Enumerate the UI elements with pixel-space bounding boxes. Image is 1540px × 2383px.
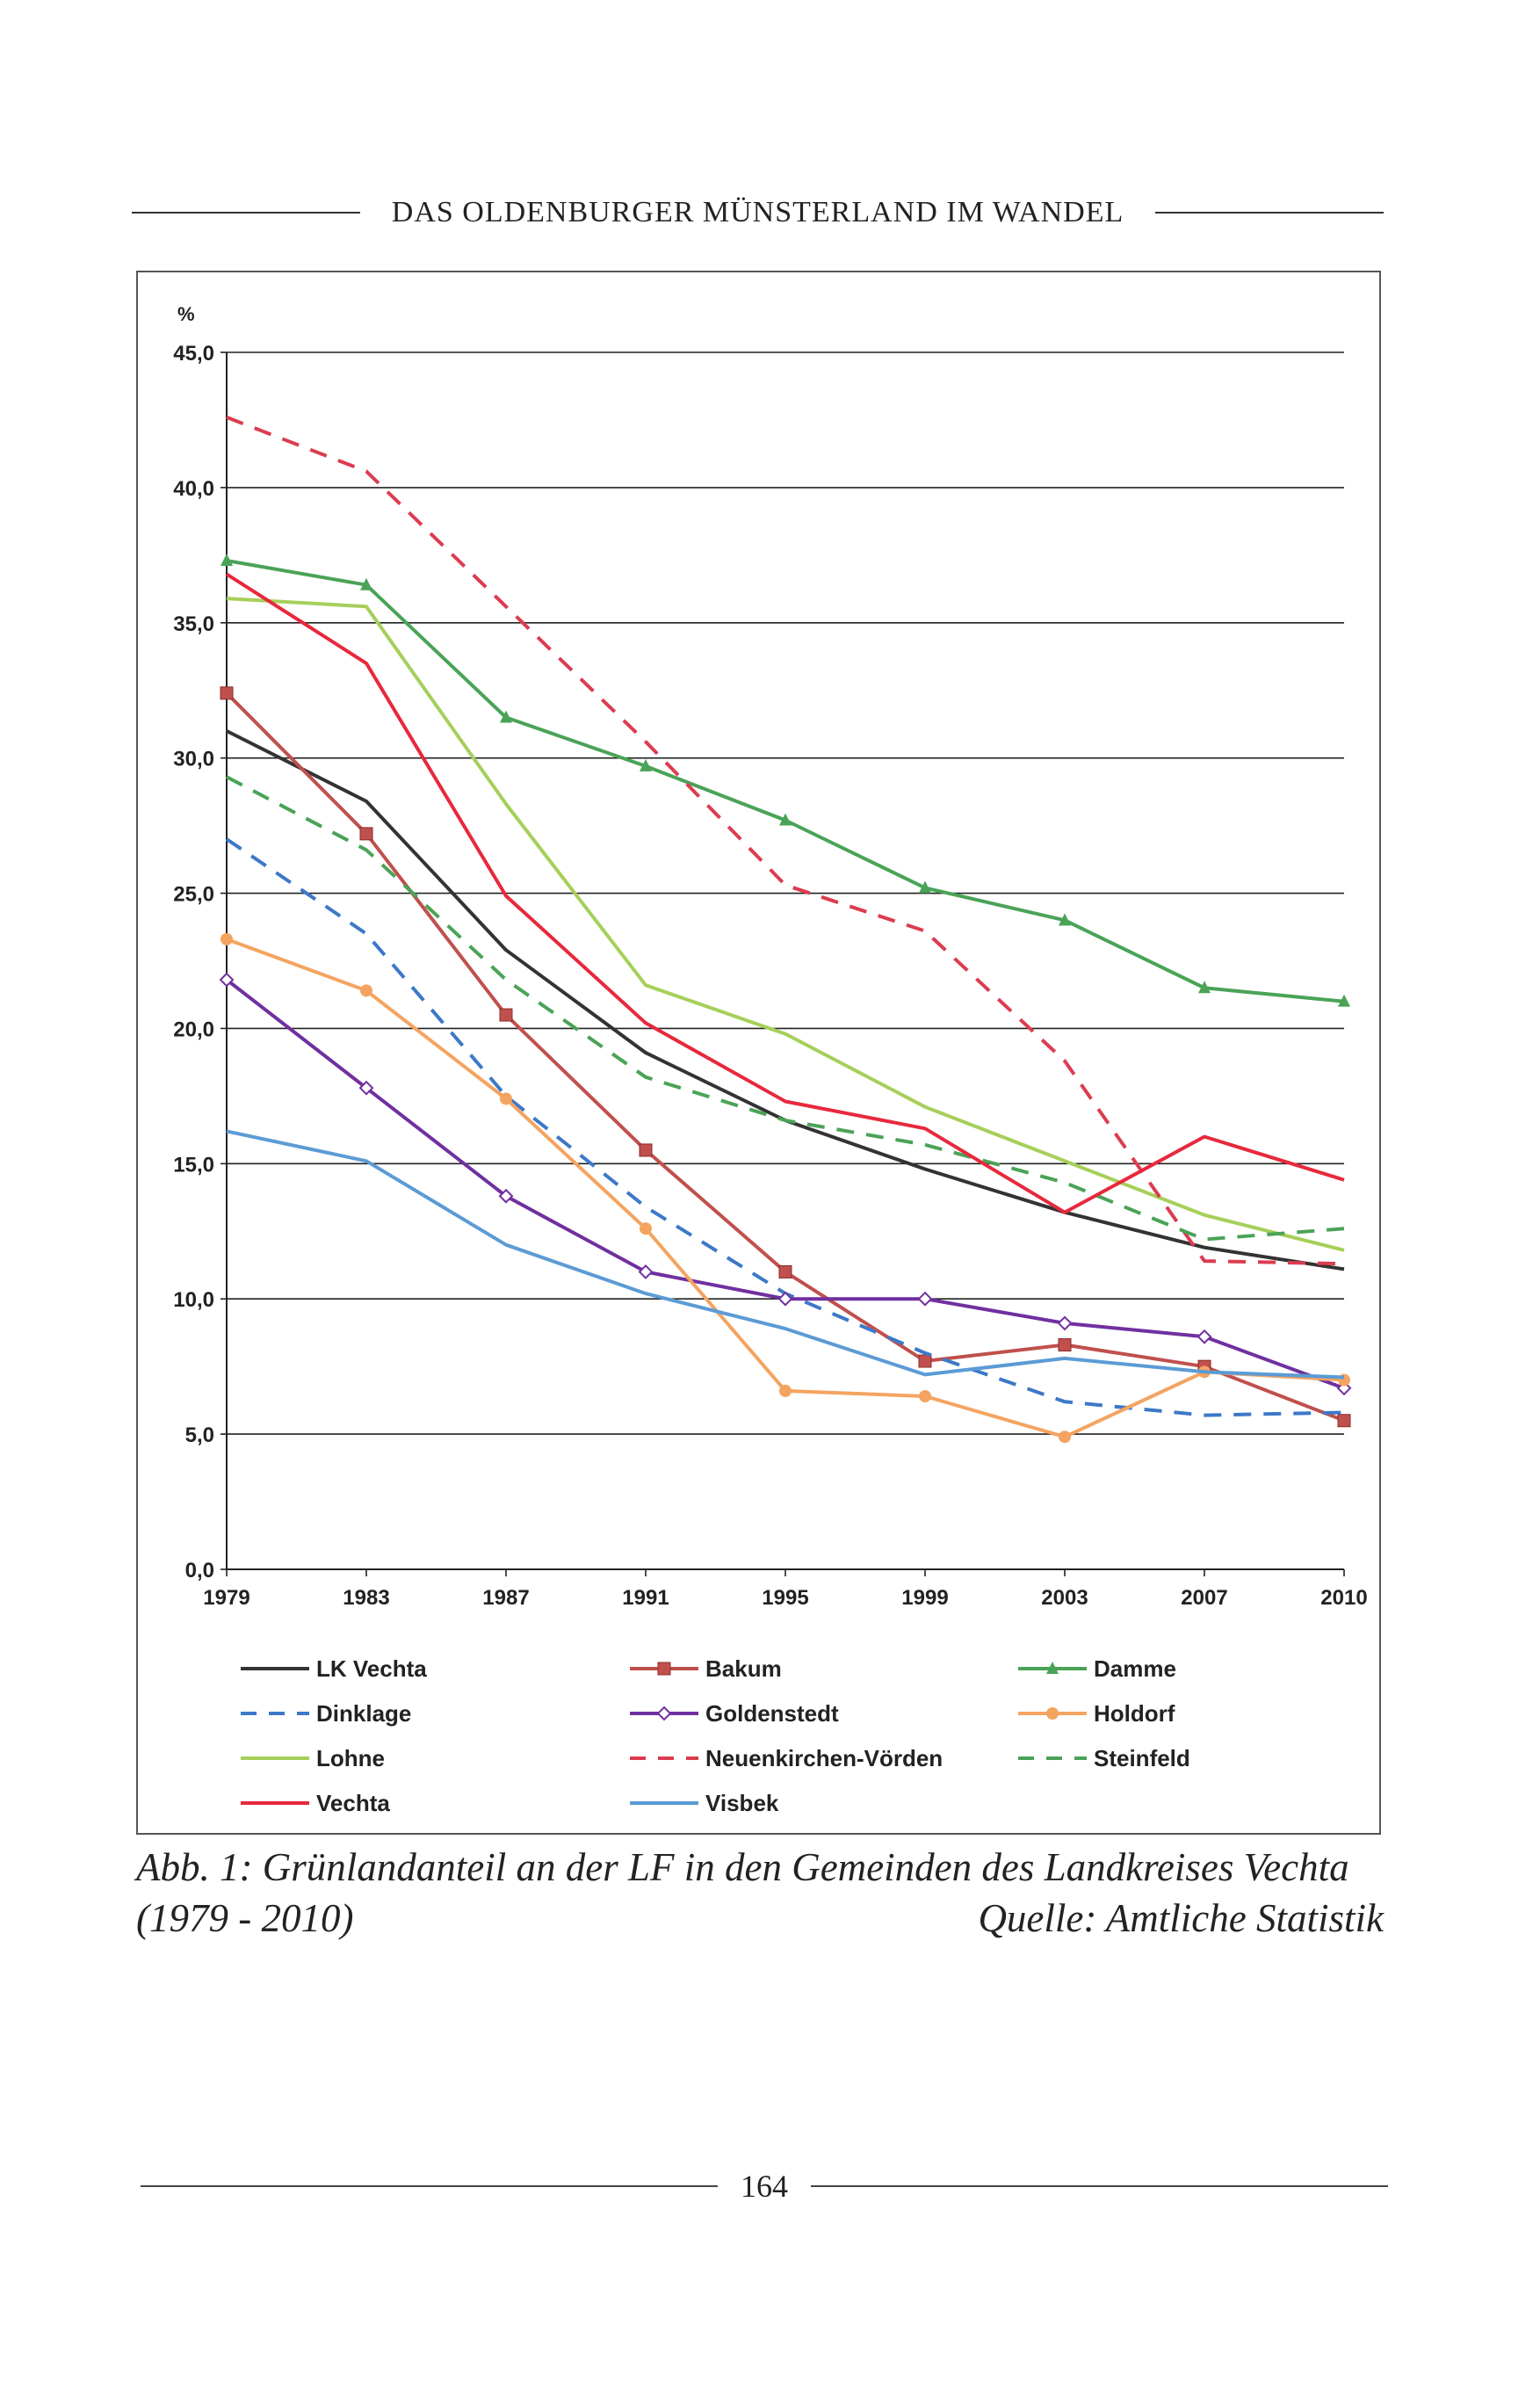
legend-marker-goldenstedt bbox=[656, 1706, 672, 1721]
data-point-damme bbox=[779, 813, 792, 826]
legend-label-lk-vechta: LK Vechta bbox=[316, 1655, 427, 1682]
data-point-holdorf bbox=[360, 984, 372, 997]
x-tick-label: 1983 bbox=[343, 1586, 389, 1610]
data-point-bakum bbox=[639, 1143, 653, 1157]
x-tick-label: 1979 bbox=[203, 1586, 249, 1610]
data-point-bakum bbox=[359, 827, 373, 841]
caption-source: Quelle: Amtliche Statistik bbox=[978, 1896, 1384, 1940]
data-point-damme bbox=[1338, 994, 1350, 1007]
data-point-damme bbox=[360, 577, 372, 590]
figure-caption: Abb. 1: Grünlandanteil an der LF in den … bbox=[136, 1842, 1384, 1944]
series-line-damme bbox=[226, 559, 1345, 1003]
data-point-goldenstedt bbox=[358, 1080, 374, 1096]
y-tick-label: 35,0 bbox=[173, 612, 214, 636]
series-line-bakum bbox=[225, 692, 1345, 1423]
data-point-bakum bbox=[918, 1354, 932, 1368]
data-point-damme bbox=[1059, 913, 1071, 926]
footer-rule-left bbox=[141, 2185, 718, 2187]
running-header-title: DAS OLDENBURGER MÜNSTERLAND IM WANDEL bbox=[391, 196, 1124, 228]
data-point-bakum bbox=[220, 686, 234, 700]
data-point-holdorf bbox=[779, 1384, 792, 1397]
legend-label-visbek: Visbek bbox=[705, 1790, 779, 1816]
legend-label-steinfeld: Steinfeld bbox=[1094, 1745, 1190, 1771]
data-point-bakum bbox=[1337, 1414, 1351, 1428]
legend-label-goldenstedt: Goldenstedt bbox=[705, 1700, 839, 1727]
chart-frame: 0,0 5,0 10,0 15,0 20,0 25,0 30,0 35,0 40,0 45,0% 1… bbox=[136, 271, 1381, 1835]
legend-label-neuenkirchen-voerden: Neuenkirchen-Vörden bbox=[705, 1745, 943, 1771]
data-point-goldenstedt bbox=[1057, 1315, 1073, 1331]
legend-label-holdorf: Holdorf bbox=[1094, 1700, 1175, 1727]
header-rule-left bbox=[132, 212, 360, 214]
series-line-steinfeld bbox=[226, 775, 1345, 1242]
y-tick-label: 20,0 bbox=[173, 1018, 214, 1041]
caption-years: (1979 - 2010) bbox=[136, 1896, 354, 1940]
data-point-holdorf bbox=[640, 1222, 652, 1235]
legend-label-vechta: Vechta bbox=[316, 1790, 390, 1816]
y-tick-label: 15,0 bbox=[173, 1153, 214, 1177]
data-point-holdorf bbox=[221, 932, 233, 945]
data-point-holdorf bbox=[500, 1092, 512, 1105]
data-point-damme bbox=[640, 758, 652, 771]
legend-label-dinklage: Dinklage bbox=[316, 1700, 411, 1727]
line-chart: 0,0 5,0 10,0 15,0 20,0 25,0 30,0 35,0 40,0 45,0% 1… bbox=[173, 303, 1367, 1816]
y-tick-label: 25,0 bbox=[173, 883, 214, 907]
data-point-goldenstedt bbox=[498, 1188, 514, 1204]
y-tick-label: 10,0 bbox=[173, 1288, 214, 1312]
data-point-goldenstedt bbox=[638, 1264, 654, 1279]
page-number: 164 bbox=[741, 2169, 788, 2204]
data-point-bakum bbox=[778, 1264, 792, 1278]
x-tick-label: 1995 bbox=[762, 1586, 808, 1610]
data-point-damme bbox=[1198, 981, 1211, 994]
caption-line-1: Abb. 1: Grünlandanteil an der LF in den … bbox=[136, 1845, 1349, 1889]
legend-label-bakum: Bakum bbox=[705, 1655, 782, 1682]
data-point-damme bbox=[919, 880, 931, 894]
y-tick-label: 30,0 bbox=[173, 748, 214, 771]
y-tick-label: 45,0 bbox=[173, 342, 214, 366]
series-line-lk-vechta bbox=[226, 729, 1345, 1271]
data-point-damme bbox=[221, 553, 233, 566]
series-line-vechta bbox=[225, 572, 1345, 1214]
data-point-goldenstedt bbox=[219, 972, 235, 988]
legend-marker-bakum bbox=[657, 1662, 671, 1676]
x-tick-label: 2007 bbox=[1181, 1586, 1227, 1610]
x-tick-label: 1987 bbox=[482, 1586, 529, 1610]
footer-rule-right bbox=[811, 2185, 1388, 2187]
data-point-bakum bbox=[499, 1008, 513, 1022]
y-tick-label: 5,0 bbox=[185, 1423, 214, 1447]
x-tick-label: 2010 bbox=[1320, 1586, 1367, 1610]
legend-label-lohne: Lohne bbox=[316, 1745, 385, 1771]
x-tick-label: 1991 bbox=[622, 1586, 669, 1610]
x-tick-label: 1999 bbox=[901, 1586, 948, 1610]
legend-marker-damme bbox=[1046, 1662, 1059, 1674]
data-point-damme bbox=[500, 710, 512, 723]
y-tick-label: 40,0 bbox=[173, 477, 214, 501]
y-axis-label: % bbox=[177, 303, 195, 325]
y-tick-label: 0,0 bbox=[185, 1559, 214, 1583]
data-point-holdorf bbox=[919, 1390, 931, 1403]
series-line-visbek bbox=[226, 1129, 1345, 1380]
data-point-goldenstedt bbox=[777, 1291, 793, 1307]
data-point-goldenstedt bbox=[1197, 1329, 1212, 1344]
legend-label-damme: Damme bbox=[1094, 1655, 1176, 1682]
data-point-goldenstedt bbox=[917, 1291, 933, 1307]
header-rule-right bbox=[1155, 212, 1385, 214]
running-header: DAS OLDENBURGER MÜNSTERLAND IM WANDEL bbox=[132, 186, 1385, 239]
page-footer: 164 bbox=[141, 2160, 1388, 2213]
legend-marker-holdorf bbox=[1046, 1707, 1059, 1720]
series-line-neuenkirchen-voerden bbox=[226, 416, 1345, 1266]
data-point-holdorf bbox=[1059, 1431, 1071, 1444]
x-tick-label: 2003 bbox=[1041, 1586, 1088, 1610]
caption-line-2: (1979 - 2010) Quelle: Amtliche Statistik bbox=[136, 1893, 1384, 1944]
data-point-bakum bbox=[1058, 1338, 1072, 1352]
